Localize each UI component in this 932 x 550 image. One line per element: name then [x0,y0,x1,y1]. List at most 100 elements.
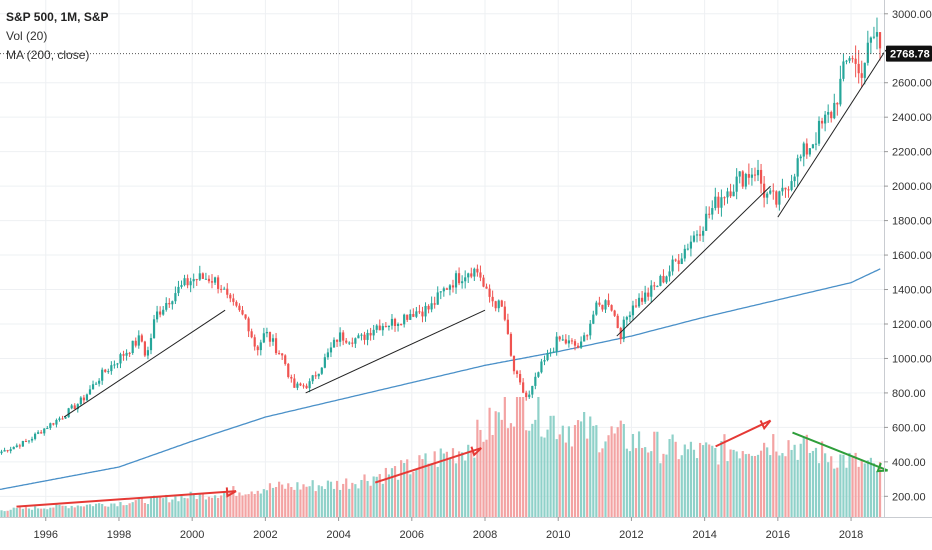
candle-body [848,58,851,61]
volume-bar [335,480,339,517]
volume-bar [30,509,34,517]
volume-bar [647,452,650,517]
candle-body [149,338,153,351]
volume-bar [817,463,821,517]
candle-body [326,352,330,358]
candle-body [833,102,836,119]
volume-bar [21,508,24,517]
volume-bar [546,429,549,517]
volume-bar [412,471,415,517]
volume-bar [579,421,583,517]
candle-body [579,341,583,348]
candle-body [744,174,747,187]
volume-bar [537,397,540,517]
candle-body [244,314,247,319]
candle-body [729,191,732,197]
volume-bar [201,492,204,517]
candle-body [476,268,479,273]
candle-body [235,301,238,306]
candle-body [805,143,808,155]
candle-body [320,367,323,374]
volume-bar [52,507,55,517]
candle-body [732,191,735,197]
volume-bar [787,440,790,517]
volume-bar [390,468,394,517]
y-tick-label: 2200.00 [892,147,932,159]
volume-bar [631,433,635,517]
volume-bar [67,508,70,517]
candle-body [73,405,76,410]
volume-bar [195,498,198,517]
candle-body [796,158,799,177]
candle-body [390,318,394,326]
volume-bar [634,448,638,517]
candle-body [259,342,262,351]
candle-body [817,120,821,144]
volume-bar [583,411,586,517]
volume-bar [708,444,711,517]
volume-bar [232,486,235,517]
candle-body [738,171,741,177]
candle-body [814,143,818,145]
volume-bar [259,493,262,517]
legend-title[interactable]: S&P 500, 1M, S&P [6,10,109,24]
volume-bar [168,502,171,517]
candle-body [573,341,577,346]
candle-body [378,325,381,331]
trendline [777,49,887,218]
volume-bar [76,505,79,517]
volume-bar [155,496,159,517]
volume-bar [113,503,116,517]
candle-body [863,62,866,78]
candle-body [836,102,839,105]
candle-body [116,363,119,365]
candle-body [613,310,616,316]
volume-bar [381,483,384,517]
candle-body [113,364,116,366]
volume-bar [522,397,525,517]
legend-volume[interactable]: Vol (20) [6,29,48,43]
candle-body [21,441,24,447]
volume-bar [680,455,683,517]
candle-body [372,329,375,336]
candle-body [595,302,598,315]
x-tick-label: 2010 [546,529,570,541]
candle-body [753,174,757,176]
volume-bar [702,445,705,517]
arrow-shaft [16,490,237,508]
volume-bar [421,459,424,517]
legend-ma[interactable]: MA (200, close) [6,48,90,62]
volume-bar [302,484,305,517]
candle-body [110,365,113,372]
candle-body [497,300,500,309]
volume-bar [457,451,461,517]
candle-body [686,248,689,250]
candle-body [314,375,317,377]
candle-body [58,418,61,420]
candle-body [583,335,586,342]
candle-body [769,190,772,194]
volume-bar [869,457,872,517]
volume-bar [665,454,668,517]
candle-body [137,335,140,346]
volume-bar [369,485,372,517]
volume-bar [705,442,708,517]
volume-bar [644,447,647,517]
volume-bar [107,506,110,517]
volume-bar [37,508,40,517]
volume-bar [848,452,851,517]
candle-body [375,325,378,330]
volume-bar [223,492,226,517]
volume-bar [82,506,85,517]
volume-bar [525,430,528,517]
x-tick-label: 2018 [839,529,863,541]
candle-body [229,294,232,299]
candle-body [281,353,284,356]
volume-bar [61,505,64,517]
volume-bar [189,491,192,517]
price-box-bg [886,45,932,62]
volume-bar [860,460,863,517]
volume-bar [534,419,537,517]
x-tick-label: 2006 [400,529,424,541]
